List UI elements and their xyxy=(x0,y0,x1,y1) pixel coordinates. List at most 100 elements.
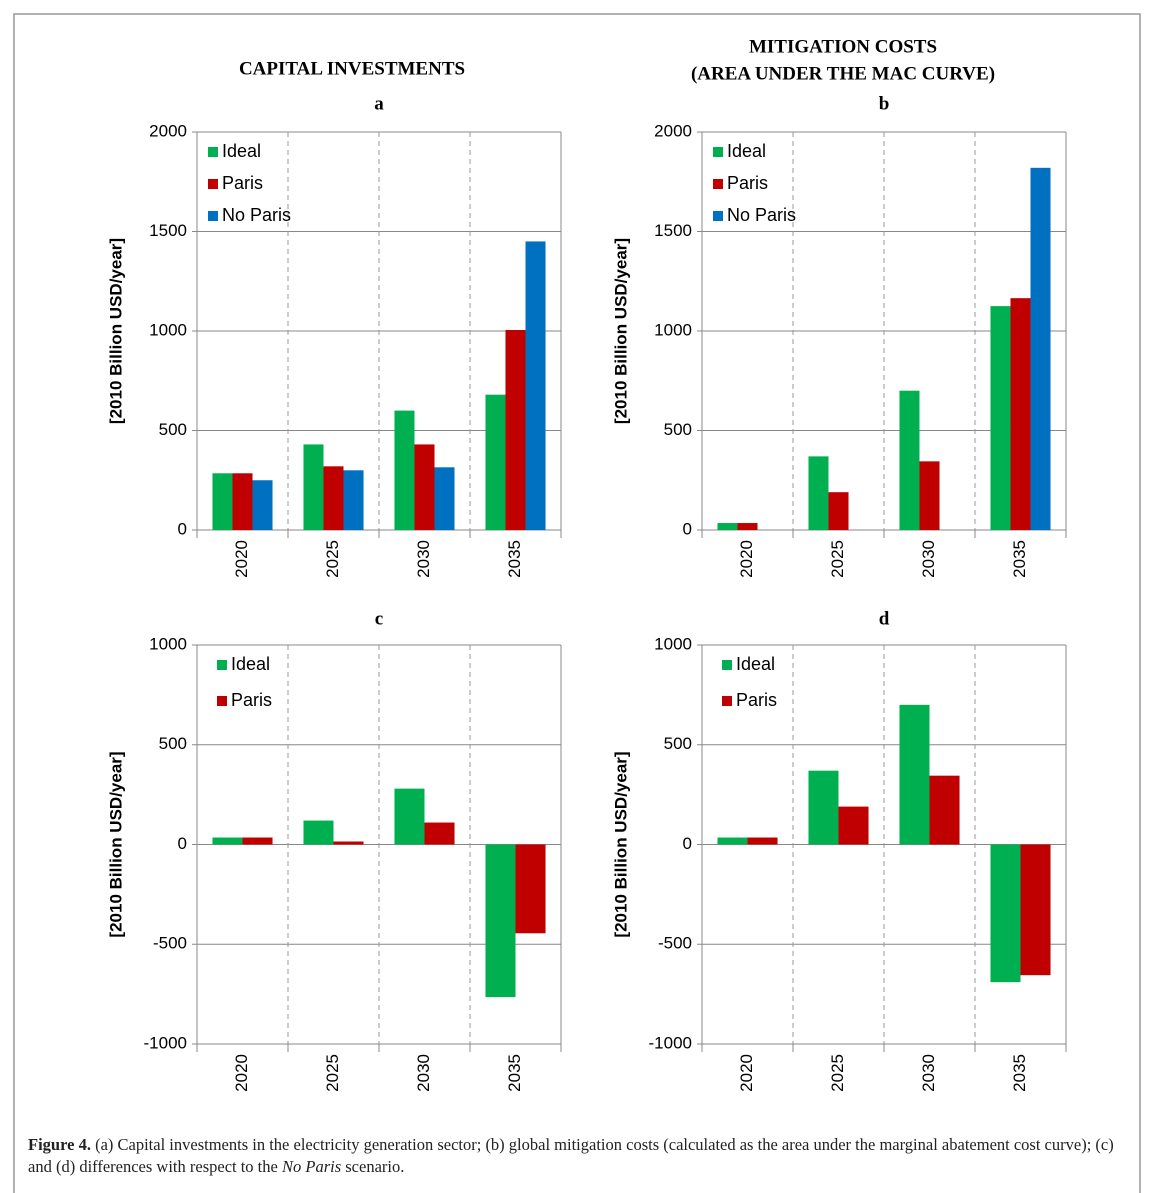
y-tick-label: 1500 xyxy=(149,221,187,240)
bar xyxy=(1020,844,1051,976)
bar xyxy=(717,837,748,845)
legend-swatch xyxy=(713,147,723,157)
y-axis-label: [2010 Billion USD/year] xyxy=(106,751,125,937)
bar xyxy=(1030,167,1051,530)
x-tick-label: 2030 xyxy=(919,1054,938,1092)
x-tick-label: 2025 xyxy=(828,540,847,578)
y-tick-label: 1000 xyxy=(149,320,187,339)
y-tick-label: 2000 xyxy=(149,121,187,140)
bar xyxy=(252,480,273,530)
bar xyxy=(990,844,1021,983)
legend-label: Paris xyxy=(736,690,777,710)
bar xyxy=(232,473,253,530)
caption-end: scenario. xyxy=(341,1157,405,1176)
x-tick-label: 2025 xyxy=(323,1054,342,1092)
y-tick-label: 1000 xyxy=(654,320,692,339)
legend-swatch xyxy=(722,660,732,670)
x-tick-label: 2030 xyxy=(414,1054,433,1092)
legend-swatch xyxy=(217,660,227,670)
legend-swatch xyxy=(217,696,227,706)
bar xyxy=(343,470,364,530)
x-tick-label: 2035 xyxy=(505,1054,524,1092)
y-axis-label: [2010 Billion USD/year] xyxy=(106,238,125,424)
bar xyxy=(414,444,435,530)
caption-label: Figure 4. xyxy=(28,1135,91,1154)
bar xyxy=(899,390,920,530)
legend-swatch xyxy=(722,696,732,706)
bar xyxy=(505,330,526,530)
frame xyxy=(13,13,1141,1193)
bar xyxy=(434,467,455,530)
panel-title: b xyxy=(879,93,890,114)
legend-label: Ideal xyxy=(727,141,766,161)
bar xyxy=(990,306,1011,530)
legend-label: Paris xyxy=(222,173,263,193)
bar xyxy=(828,492,849,530)
x-tick-label: 2030 xyxy=(919,540,938,578)
y-tick-label: 1000 xyxy=(654,634,692,653)
bar xyxy=(919,461,940,530)
bar xyxy=(747,837,778,845)
bar xyxy=(242,837,273,845)
caption: Figure 4. (a) Capital investments in the… xyxy=(28,1134,1128,1178)
y-tick-label: 0 xyxy=(178,519,187,538)
legend-swatch xyxy=(208,147,218,157)
x-tick-label: 2025 xyxy=(323,540,342,578)
y-tick-label: -1000 xyxy=(649,1033,692,1052)
panel-title: d xyxy=(879,608,890,629)
bar xyxy=(485,394,506,530)
legend-label: Ideal xyxy=(231,654,270,674)
x-tick-label: 2035 xyxy=(505,540,524,578)
y-axis-label: [2010 Billion USD/year] xyxy=(611,238,630,424)
bar xyxy=(899,704,930,845)
legend-label: No Paris xyxy=(727,205,796,225)
bar xyxy=(808,770,839,845)
bar xyxy=(737,523,758,530)
bar xyxy=(303,444,324,530)
legend-swatch xyxy=(713,211,723,221)
panel-title: a xyxy=(374,93,384,114)
caption-emphasis: No Paris xyxy=(281,1157,342,1176)
y-tick-label: 0 xyxy=(683,519,692,538)
x-tick-label: 2020 xyxy=(737,540,756,578)
bar xyxy=(717,523,738,530)
bar xyxy=(303,820,334,845)
legend-swatch xyxy=(208,211,218,221)
y-axis-label: [2010 Billion USD/year] xyxy=(611,751,630,937)
bar xyxy=(212,837,243,845)
bar xyxy=(515,844,546,934)
bar xyxy=(394,788,425,845)
y-tick-label: 2000 xyxy=(654,121,692,140)
y-tick-label: 500 xyxy=(159,734,187,753)
legend-label: No Paris xyxy=(222,205,291,225)
legend-label: Paris xyxy=(727,173,768,193)
y-tick-label: -1000 xyxy=(144,1033,187,1052)
bar xyxy=(212,473,233,530)
x-tick-label: 2035 xyxy=(1010,1054,1029,1092)
y-tick-label: 500 xyxy=(664,734,692,753)
y-tick-label: 0 xyxy=(683,834,692,853)
caption-text: (a) Capital investments in the electrici… xyxy=(28,1135,1114,1176)
x-tick-label: 2035 xyxy=(1010,540,1029,578)
panel-title: c xyxy=(375,608,383,629)
bar xyxy=(333,841,364,845)
x-tick-label: 2020 xyxy=(232,1054,251,1092)
bar xyxy=(485,844,516,998)
column-header: CAPITAL INVESTMENTS xyxy=(239,58,465,79)
y-tick-label: -500 xyxy=(153,934,187,953)
bar xyxy=(394,410,415,530)
bar xyxy=(525,241,546,530)
bar xyxy=(808,456,829,530)
y-tick-label: 0 xyxy=(178,834,187,853)
x-tick-label: 2020 xyxy=(737,1054,756,1092)
bar xyxy=(323,466,344,530)
bar xyxy=(424,822,455,845)
bar xyxy=(1010,298,1031,530)
x-tick-label: 2025 xyxy=(828,1054,847,1092)
legend-label: Paris xyxy=(231,690,272,710)
legend-label: Ideal xyxy=(736,654,775,674)
bar xyxy=(838,806,869,845)
column-header: (AREA UNDER THE MAC CURVE) xyxy=(691,63,995,84)
